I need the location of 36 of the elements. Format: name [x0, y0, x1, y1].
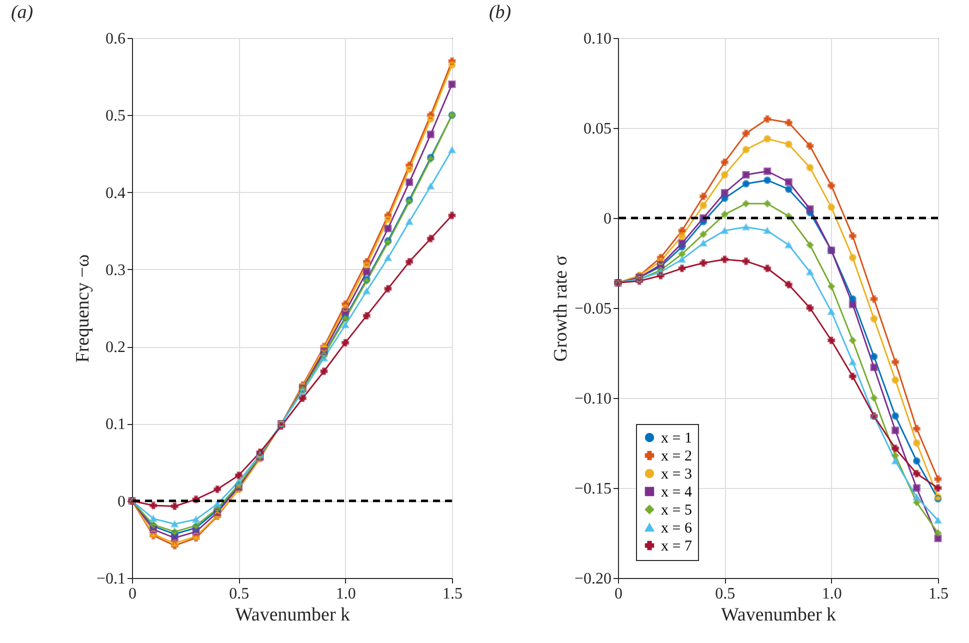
- y-tick-label: 0.10: [584, 30, 612, 48]
- legend-label: x = 5: [661, 502, 692, 518]
- x-tick-label: 0: [614, 586, 622, 602]
- y-tick-label: 0.1: [106, 416, 126, 434]
- x-tick-label: 0.5: [229, 586, 250, 602]
- y-tick-label: 0.3: [106, 262, 126, 279]
- legend-label: x = 6: [661, 520, 692, 536]
- x-tick-label: 1.0: [336, 586, 356, 602]
- x-axis-title: Wavenumber k: [234, 604, 351, 626]
- y-tick-label: 0.6: [106, 30, 126, 48]
- x-axis-title: Wavenumber k: [720, 604, 837, 626]
- y-axis-title: Frequency −ω: [72, 254, 94, 363]
- y-tick-label: −0.05: [574, 300, 612, 318]
- legend-label: x = 4: [661, 484, 692, 500]
- y-tick-label: 0.5: [106, 108, 126, 125]
- y-tick-label: −0.10: [574, 390, 612, 408]
- y-tick-label: 0: [118, 493, 126, 510]
- legend-label: x = 3: [661, 466, 692, 482]
- x-tick-label: 0.5: [715, 586, 736, 602]
- x-tick-label: 1.0: [822, 586, 842, 602]
- y-tick-label: 0: [604, 210, 612, 228]
- x-tick-label: 1.5: [928, 586, 948, 602]
- y-axis-title: Growth rate σ: [550, 255, 572, 362]
- y-tick-label: 0.05: [584, 120, 612, 138]
- y-tick-label: −0.15: [574, 480, 612, 498]
- legend-label: x = 7: [661, 538, 692, 554]
- legend-label: x = 2: [661, 448, 692, 464]
- x-tick-label: 1.5: [442, 586, 462, 602]
- chart-title: (b): [488, 2, 512, 23]
- y-tick-label: −0.1: [96, 570, 126, 588]
- y-tick-label: −0.20: [574, 570, 612, 588]
- chart-title: (a): [10, 2, 34, 23]
- x-tick-label: 0: [128, 586, 136, 602]
- y-tick-label: 0.4: [106, 184, 126, 202]
- y-tick-label: 0.2: [106, 339, 126, 356]
- legend-label: x = 1: [661, 430, 692, 446]
